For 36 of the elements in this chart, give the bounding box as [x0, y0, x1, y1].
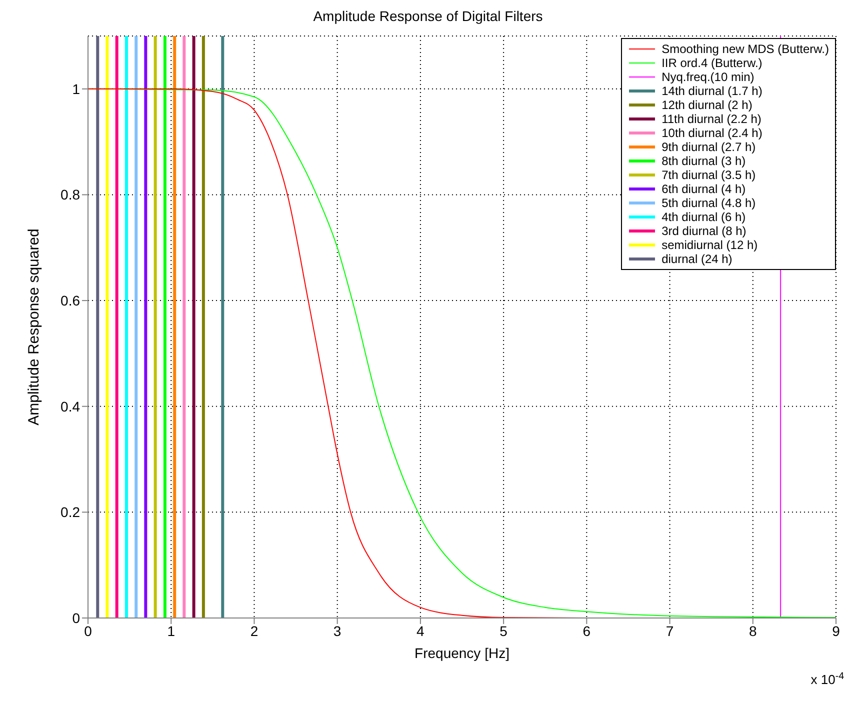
legend-label: 7th diurnal (3.5 h) [662, 168, 756, 182]
legend-label: 11th diurnal (2.2 h) [662, 112, 762, 126]
legend-label: 3rd diurnal (8 h) [662, 224, 746, 238]
x-tick-label: 6 [582, 622, 591, 639]
x-tick-label: 2 [250, 622, 258, 639]
y-tick-label: 0.8 [60, 186, 80, 203]
y-axis-title: Amplitude Response squared [25, 228, 42, 426]
legend-label: 4th diurnal (6 h) [662, 210, 746, 224]
x-tick-label: 5 [500, 622, 508, 639]
legend-label: Nyq.freq.(10 min) [662, 70, 754, 84]
chart-title: Amplitude Response of Digital Filters [312, 8, 544, 26]
text: x 10$^{-4}$ [810, 670, 845, 687]
legend-label: Smoothing new MDS (Butterw.) [662, 42, 829, 56]
legend-label: 10th diurnal (2.4 h) [662, 126, 762, 140]
legend-label: semidiurnal (12 h) [662, 238, 758, 252]
legend-label: diurnal (24 h) [662, 252, 732, 266]
x-tick-label: 0 [84, 622, 92, 639]
legend-label: 6th diurnal (4 h) [662, 182, 746, 196]
x-tick-label: 7 [666, 622, 674, 639]
y-tick-label: 1 [72, 80, 80, 97]
legend-label: IIR ord.4 (Butterw.) [662, 56, 762, 70]
y-tick-label: 0 [72, 610, 80, 626]
y-tick-label: 0.6 [60, 292, 80, 309]
x-tick-label: 4 [416, 622, 425, 639]
x-tick-label: 3 [333, 622, 342, 639]
y-tick-label: 0.4 [60, 398, 80, 414]
legend-label: 5th diurnal (4.8 h) [662, 196, 756, 210]
x-axis-title: Frequency [Hz] [414, 645, 510, 661]
legend-label: 8th diurnal (3 h) [662, 154, 746, 168]
legend-label: 12th diurnal (2 h) [662, 98, 752, 112]
legend-label: 9th diurnal (2.7 h) [662, 140, 756, 154]
x-tick-label: 9 [832, 622, 840, 639]
x-tick-label: 1 [167, 622, 176, 639]
legend-label: 14th diurnal (1.7 h) [662, 84, 762, 98]
y-tick-label: 0.2 [60, 504, 80, 520]
x-tick-label: 8 [748, 622, 757, 639]
